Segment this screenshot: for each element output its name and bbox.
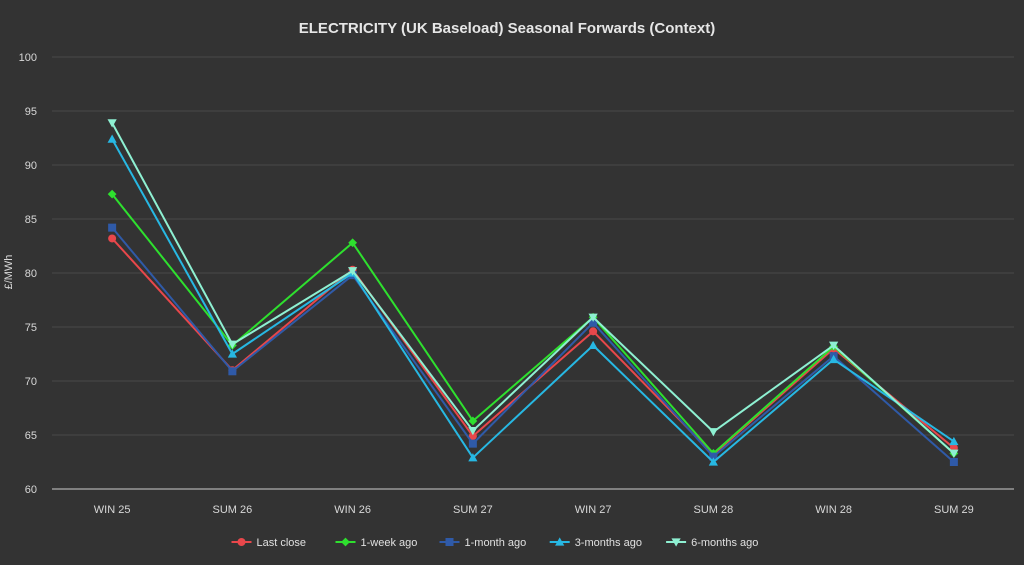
data-point[interactable]	[589, 318, 598, 327]
x-axis-ticks: WIN 25 SUM 26 WIN 26 SUM 27 WIN 27 SUM 28 WIN …	[94, 504, 974, 516]
data-point[interactable]	[227, 340, 237, 349]
data-point[interactable]	[468, 427, 478, 436]
series-line	[111, 193, 955, 455]
x-tick-label: SUM 29	[934, 504, 974, 516]
series-line	[111, 138, 955, 463]
y-tick-label: 60	[25, 484, 37, 496]
y-tick-label: 95	[25, 106, 37, 118]
series-6-months-ago	[107, 119, 959, 458]
legend-label: Last close	[257, 537, 307, 549]
data-point[interactable]	[588, 340, 598, 350]
y-tick-label: 75	[25, 322, 37, 334]
y-axis-ticks: 60 65 70 75 80 85 90 95 100	[19, 52, 37, 496]
chart-title: ELECTRICITY (UK Baseload) Seasonal Forwa…	[299, 20, 715, 37]
data-point[interactable]	[949, 449, 959, 458]
grid-lines	[52, 56, 1014, 490]
legend-item[interactable]: 6-months ago	[666, 537, 758, 549]
y-tick-label: 70	[25, 376, 37, 388]
x-tick-label: WIN 26	[334, 504, 371, 516]
data-point[interactable]	[108, 234, 117, 243]
series-line	[111, 122, 955, 455]
y-tick-label: 85	[25, 214, 37, 226]
data-point[interactable]	[107, 189, 117, 199]
data-point[interactable]	[468, 453, 478, 462]
y-tick-label: 65	[25, 430, 37, 442]
legend-marker[interactable]	[237, 538, 246, 546]
x-tick-label: WIN 25	[94, 504, 131, 516]
data-point[interactable]	[107, 119, 117, 128]
data-point[interactable]	[348, 238, 358, 248]
series-3-months-ago	[107, 134, 959, 466]
legend-marker[interactable]	[671, 538, 681, 547]
legend-marker[interactable]	[341, 537, 350, 547]
series-1-week-ago	[107, 189, 959, 458]
legend-label: 1-month ago	[465, 537, 527, 549]
x-tick-label: WIN 28	[815, 504, 852, 516]
data-point[interactable]	[468, 439, 477, 448]
data-point[interactable]	[588, 313, 598, 322]
x-tick-label: WIN 27	[575, 504, 612, 516]
data-point[interactable]	[709, 452, 718, 461]
y-tick-label: 100	[19, 52, 37, 64]
data-point[interactable]	[708, 457, 718, 466]
data-point[interactable]	[949, 458, 958, 466]
x-tick-label: SUM 26	[213, 504, 253, 516]
legend-item[interactable]: Last close	[231, 537, 307, 549]
data-point[interactable]	[228, 367, 237, 376]
data-point[interactable]	[829, 341, 839, 350]
data-point[interactable]	[107, 134, 117, 143]
series-lines	[107, 119, 959, 466]
data-point[interactable]	[348, 267, 358, 276]
data-point[interactable]	[708, 428, 718, 437]
data-point[interactable]	[468, 416, 478, 426]
data-point[interactable]	[949, 436, 959, 446]
legend-label: 1-week ago	[361, 537, 418, 549]
legend-item[interactable]: 3-months ago	[549, 537, 642, 549]
legend-label: 3-months ago	[575, 537, 642, 549]
data-point[interactable]	[589, 327, 598, 336]
series-line	[111, 226, 955, 463]
y-tick-label: 80	[25, 268, 37, 280]
data-point[interactable]	[227, 349, 237, 358]
legend-marker[interactable]	[555, 537, 565, 546]
data-point[interactable]	[829, 354, 839, 364]
legend-item[interactable]: 1-week ago	[335, 537, 418, 549]
series-line	[111, 237, 955, 456]
x-tick-label: SUM 27	[453, 504, 493, 516]
data-point[interactable]	[108, 223, 117, 232]
legend-item[interactable]: 1-month ago	[439, 537, 527, 549]
legend-label: 6-months ago	[691, 537, 758, 549]
data-point[interactable]	[468, 432, 477, 441]
x-tick-label: SUM 28	[694, 504, 734, 516]
y-axis-label: £/MWh	[3, 255, 15, 290]
legend-marker[interactable]	[445, 538, 454, 546]
y-tick-label: 90	[25, 160, 37, 172]
legend[interactable]: Last close 1-week ago 1-month ago 3-months …	[231, 537, 759, 549]
